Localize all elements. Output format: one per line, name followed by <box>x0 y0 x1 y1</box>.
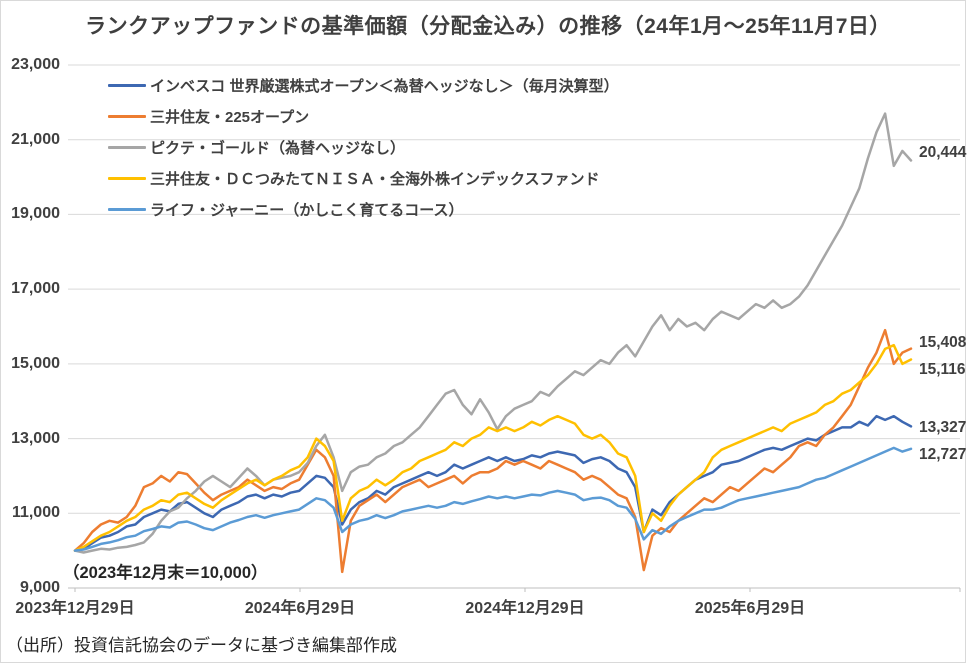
legend-swatch <box>108 145 146 150</box>
x-tick-label: 2024年6月29日 <box>244 600 356 617</box>
x-tick-label: 2024年12月29日 <box>465 600 585 617</box>
series-line-4 <box>73 343 913 552</box>
series-line-5 <box>73 446 913 552</box>
y-tick-label: 17,000 <box>11 280 60 297</box>
series-line-3 <box>73 112 913 554</box>
legend-label: ピクテ・ゴールド（為替ヘッジなし） <box>150 140 406 157</box>
legend-item: 三井住友・225オープン <box>108 101 619 132</box>
series-end-label: 15,116 <box>919 361 966 378</box>
legend-item: ピクテ・ゴールド（為替ヘッジなし） <box>108 132 619 163</box>
legend-swatch <box>108 83 146 88</box>
baseline-annotation: （2023年12月末＝10,000） <box>63 564 268 582</box>
source-note: （出所）投資信託協会のデータに基づき編集部作成 <box>6 636 397 655</box>
legend-swatch <box>108 176 146 181</box>
series-line-1 <box>73 414 913 552</box>
chart-title: ランクアップファンドの基準価額（分配金込み）の推移（24年1月～25年11月7日… <box>85 15 891 38</box>
y-tick-label: 23,000 <box>11 56 60 73</box>
y-tick-label: 9,000 <box>19 579 60 596</box>
series-end-label: 15,408 <box>919 334 967 351</box>
series-end-label: 12,727 <box>919 446 967 463</box>
series-end-label: 13,327 <box>919 419 967 436</box>
legend-item: インベスコ 世界厳選株式オープン＜為替ヘッジなし＞（毎月決算型） <box>108 70 619 101</box>
x-tick-label: 2023年12月29日 <box>15 600 135 617</box>
y-tick-label: 19,000 <box>11 205 60 222</box>
x-tick-label: 2025年6月29日 <box>694 600 806 617</box>
legend-item: ライフ・ジャーニー（かしこく育てるコース） <box>108 194 619 225</box>
legend-label: インベスコ 世界厳選株式オープン＜為替ヘッジなし＞（毎月決算型） <box>150 78 619 95</box>
legend-item: 三井住友・ＤＣつみたてＮＩＳＡ・全海外株インデックスファンド <box>108 163 619 194</box>
y-tick-label: 21,000 <box>11 131 60 148</box>
legend-label: ライフ・ジャーニー（かしこく育てるコース） <box>150 202 464 219</box>
y-tick-label: 15,000 <box>11 355 60 372</box>
series-line-2 <box>73 328 913 574</box>
y-tick-label: 11,000 <box>11 504 60 521</box>
series-end-label: 20,444 <box>919 144 967 161</box>
legend-label: 三井住友・225オープン <box>150 109 310 126</box>
legend-swatch <box>108 114 146 119</box>
legend-swatch <box>108 207 146 212</box>
legend-label: 三井住友・ＤＣつみたてＮＩＳＡ・全海外株インデックスファンド <box>150 171 600 188</box>
y-tick-label: 13,000 <box>11 430 60 447</box>
chart-legend: インベスコ 世界厳選株式オープン＜為替ヘッジなし＞（毎月決算型） 三井住友・225… <box>108 70 619 225</box>
